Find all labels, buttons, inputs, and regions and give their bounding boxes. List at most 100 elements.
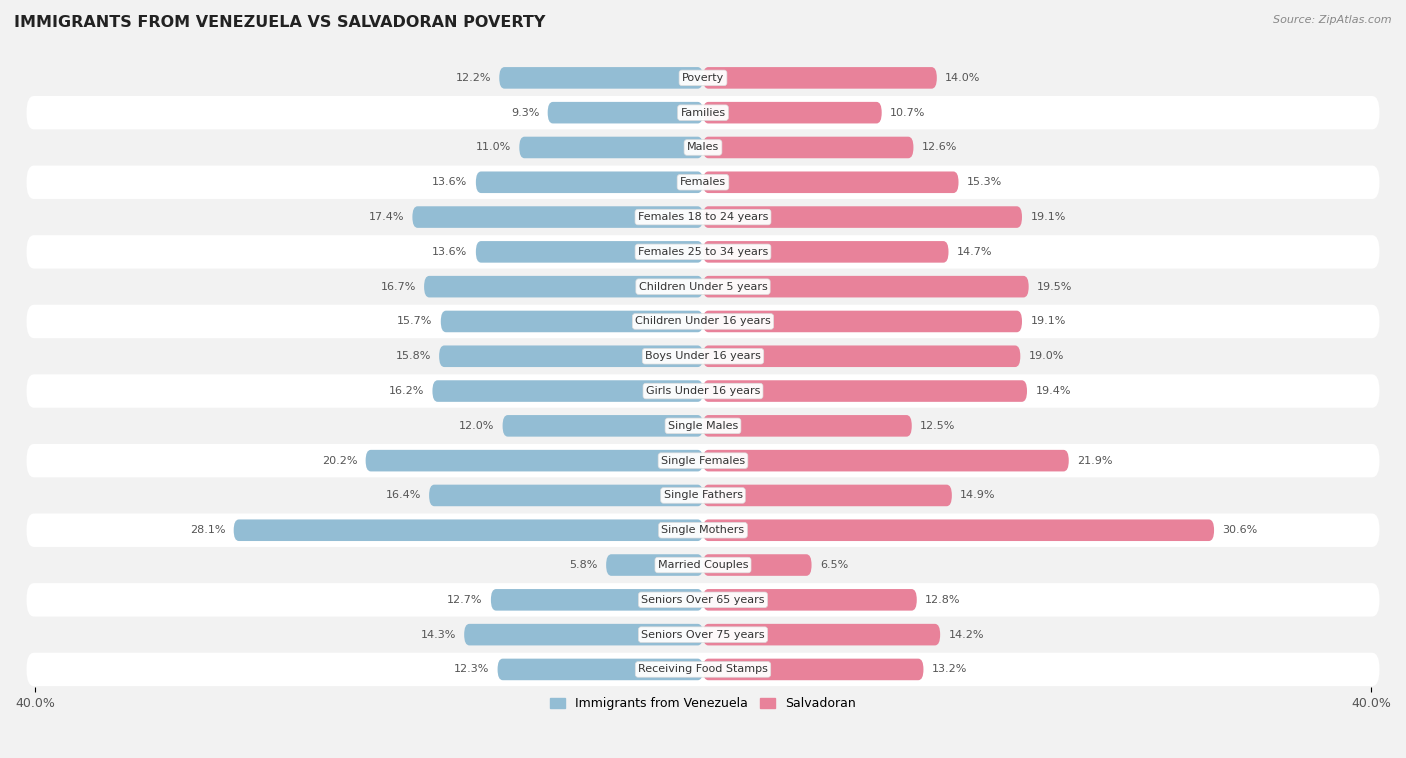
Text: 12.2%: 12.2% xyxy=(456,73,491,83)
Text: 15.3%: 15.3% xyxy=(967,177,1002,187)
FancyBboxPatch shape xyxy=(27,200,1379,233)
Text: 19.0%: 19.0% xyxy=(1029,351,1064,362)
FancyBboxPatch shape xyxy=(703,449,1069,471)
Text: Single Mothers: Single Mothers xyxy=(661,525,745,535)
Text: Females: Females xyxy=(681,177,725,187)
Text: Receiving Food Stamps: Receiving Food Stamps xyxy=(638,665,768,675)
FancyBboxPatch shape xyxy=(703,102,882,124)
FancyBboxPatch shape xyxy=(703,381,1026,402)
Text: 10.7%: 10.7% xyxy=(890,108,925,117)
Text: 19.1%: 19.1% xyxy=(1031,316,1066,327)
Text: Seniors Over 75 years: Seniors Over 75 years xyxy=(641,630,765,640)
Text: 5.8%: 5.8% xyxy=(569,560,598,570)
Text: Married Couples: Married Couples xyxy=(658,560,748,570)
Text: 14.9%: 14.9% xyxy=(960,490,995,500)
FancyBboxPatch shape xyxy=(27,235,1379,268)
Text: Seniors Over 65 years: Seniors Over 65 years xyxy=(641,595,765,605)
Text: 12.3%: 12.3% xyxy=(454,665,489,675)
Text: Poverty: Poverty xyxy=(682,73,724,83)
Text: Females 18 to 24 years: Females 18 to 24 years xyxy=(638,212,768,222)
FancyBboxPatch shape xyxy=(703,624,941,645)
Text: IMMIGRANTS FROM VENEZUELA VS SALVADORAN POVERTY: IMMIGRANTS FROM VENEZUELA VS SALVADORAN … xyxy=(14,15,546,30)
Text: 14.7%: 14.7% xyxy=(957,247,993,257)
Text: 6.5%: 6.5% xyxy=(820,560,848,570)
FancyBboxPatch shape xyxy=(703,484,952,506)
FancyBboxPatch shape xyxy=(27,96,1379,130)
FancyBboxPatch shape xyxy=(439,346,703,367)
Text: Single Fathers: Single Fathers xyxy=(664,490,742,500)
Text: 16.4%: 16.4% xyxy=(385,490,420,500)
FancyBboxPatch shape xyxy=(27,479,1379,512)
FancyBboxPatch shape xyxy=(703,241,949,263)
Text: Boys Under 16 years: Boys Under 16 years xyxy=(645,351,761,362)
Text: 15.8%: 15.8% xyxy=(395,351,430,362)
FancyBboxPatch shape xyxy=(433,381,703,402)
FancyBboxPatch shape xyxy=(464,624,703,645)
FancyBboxPatch shape xyxy=(491,589,703,611)
FancyBboxPatch shape xyxy=(703,311,1022,332)
Text: 12.7%: 12.7% xyxy=(447,595,482,605)
Legend: Immigrants from Venezuela, Salvadoran: Immigrants from Venezuela, Salvadoran xyxy=(546,692,860,715)
FancyBboxPatch shape xyxy=(703,554,811,576)
FancyBboxPatch shape xyxy=(27,583,1379,616)
FancyBboxPatch shape xyxy=(499,67,703,89)
Text: 9.3%: 9.3% xyxy=(510,108,540,117)
Text: Families: Families xyxy=(681,108,725,117)
FancyBboxPatch shape xyxy=(27,340,1379,373)
FancyBboxPatch shape xyxy=(27,61,1379,95)
FancyBboxPatch shape xyxy=(27,131,1379,164)
FancyBboxPatch shape xyxy=(703,346,1021,367)
Text: 13.6%: 13.6% xyxy=(432,177,468,187)
FancyBboxPatch shape xyxy=(502,415,703,437)
FancyBboxPatch shape xyxy=(606,554,703,576)
FancyBboxPatch shape xyxy=(233,519,703,541)
Text: Girls Under 16 years: Girls Under 16 years xyxy=(645,386,761,396)
FancyBboxPatch shape xyxy=(519,136,703,158)
FancyBboxPatch shape xyxy=(27,305,1379,338)
Text: 14.2%: 14.2% xyxy=(949,630,984,640)
Text: Children Under 16 years: Children Under 16 years xyxy=(636,316,770,327)
Text: 19.5%: 19.5% xyxy=(1038,282,1073,292)
Text: Males: Males xyxy=(688,143,718,152)
FancyBboxPatch shape xyxy=(27,653,1379,686)
FancyBboxPatch shape xyxy=(703,206,1022,228)
Text: 19.4%: 19.4% xyxy=(1035,386,1071,396)
Text: 12.6%: 12.6% xyxy=(922,143,957,152)
FancyBboxPatch shape xyxy=(27,409,1379,443)
FancyBboxPatch shape xyxy=(429,484,703,506)
Text: 12.0%: 12.0% xyxy=(458,421,495,431)
FancyBboxPatch shape xyxy=(412,206,703,228)
FancyBboxPatch shape xyxy=(703,659,924,680)
FancyBboxPatch shape xyxy=(441,311,703,332)
Text: 14.3%: 14.3% xyxy=(420,630,456,640)
FancyBboxPatch shape xyxy=(703,519,1213,541)
Text: 28.1%: 28.1% xyxy=(190,525,225,535)
FancyBboxPatch shape xyxy=(366,449,703,471)
FancyBboxPatch shape xyxy=(27,513,1379,547)
FancyBboxPatch shape xyxy=(27,618,1379,651)
Text: Single Females: Single Females xyxy=(661,456,745,465)
Text: Children Under 5 years: Children Under 5 years xyxy=(638,282,768,292)
Text: Single Males: Single Males xyxy=(668,421,738,431)
Text: 14.0%: 14.0% xyxy=(945,73,980,83)
FancyBboxPatch shape xyxy=(27,374,1379,408)
FancyBboxPatch shape xyxy=(548,102,703,124)
FancyBboxPatch shape xyxy=(27,270,1379,303)
Text: Females 25 to 34 years: Females 25 to 34 years xyxy=(638,247,768,257)
Text: 19.1%: 19.1% xyxy=(1031,212,1066,222)
FancyBboxPatch shape xyxy=(703,67,936,89)
Text: 20.2%: 20.2% xyxy=(322,456,357,465)
Text: 16.2%: 16.2% xyxy=(388,386,425,396)
FancyBboxPatch shape xyxy=(703,276,1029,297)
Text: 21.9%: 21.9% xyxy=(1077,456,1112,465)
Text: 12.8%: 12.8% xyxy=(925,595,960,605)
Text: Source: ZipAtlas.com: Source: ZipAtlas.com xyxy=(1274,15,1392,25)
Text: 12.5%: 12.5% xyxy=(920,421,956,431)
FancyBboxPatch shape xyxy=(703,136,914,158)
Text: 16.7%: 16.7% xyxy=(381,282,416,292)
FancyBboxPatch shape xyxy=(703,415,911,437)
FancyBboxPatch shape xyxy=(475,241,703,263)
FancyBboxPatch shape xyxy=(27,548,1379,581)
Text: 30.6%: 30.6% xyxy=(1222,525,1258,535)
FancyBboxPatch shape xyxy=(425,276,703,297)
